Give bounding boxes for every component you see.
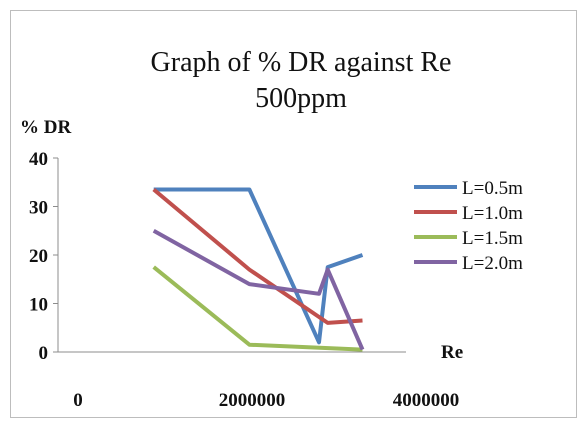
x-axis-label: Re [441,342,463,363]
chart-title: Graph of % DR against Re [151,47,452,78]
series-line-l-0-5m [153,187,364,345]
legend-label: L=0.5m [462,178,523,199]
y-tick-label: 40 [29,149,48,170]
y-tick-label: 30 [29,198,48,219]
y-tick-group: 0 10 20 30 40 [29,149,58,364]
series-line-l-2-0m [152,229,365,351]
legend-label: L=1.0m [462,203,523,224]
x-tick-label: 2000000 [219,390,286,411]
x-tick-label: 4000000 [393,390,460,411]
y-axis-label: % DR [20,117,71,138]
y-tick-label: 0 [39,343,49,364]
x-tick-label: 0 [73,390,83,411]
x-tick-group: 0 2000000 4000000 [73,390,459,411]
legend-label: L=2.0m [462,253,523,274]
y-tick-label: 20 [29,246,48,267]
series-line-l-1-0m [152,187,363,325]
legend: L=0.5m L=1.0m L=1.5m L=2.0m [414,178,523,274]
series-line-l-1-5m [152,265,363,352]
y-tick-label: 10 [29,295,48,316]
chart-frame: Graph of % DR against Re 500ppm % DR Re … [10,10,577,418]
line-chart: Graph of % DR against Re 500ppm % DR Re … [20,47,523,411]
legend-label: L=1.5m [462,228,523,249]
chart-subtitle: 500ppm [255,83,347,114]
series-group [152,187,365,352]
